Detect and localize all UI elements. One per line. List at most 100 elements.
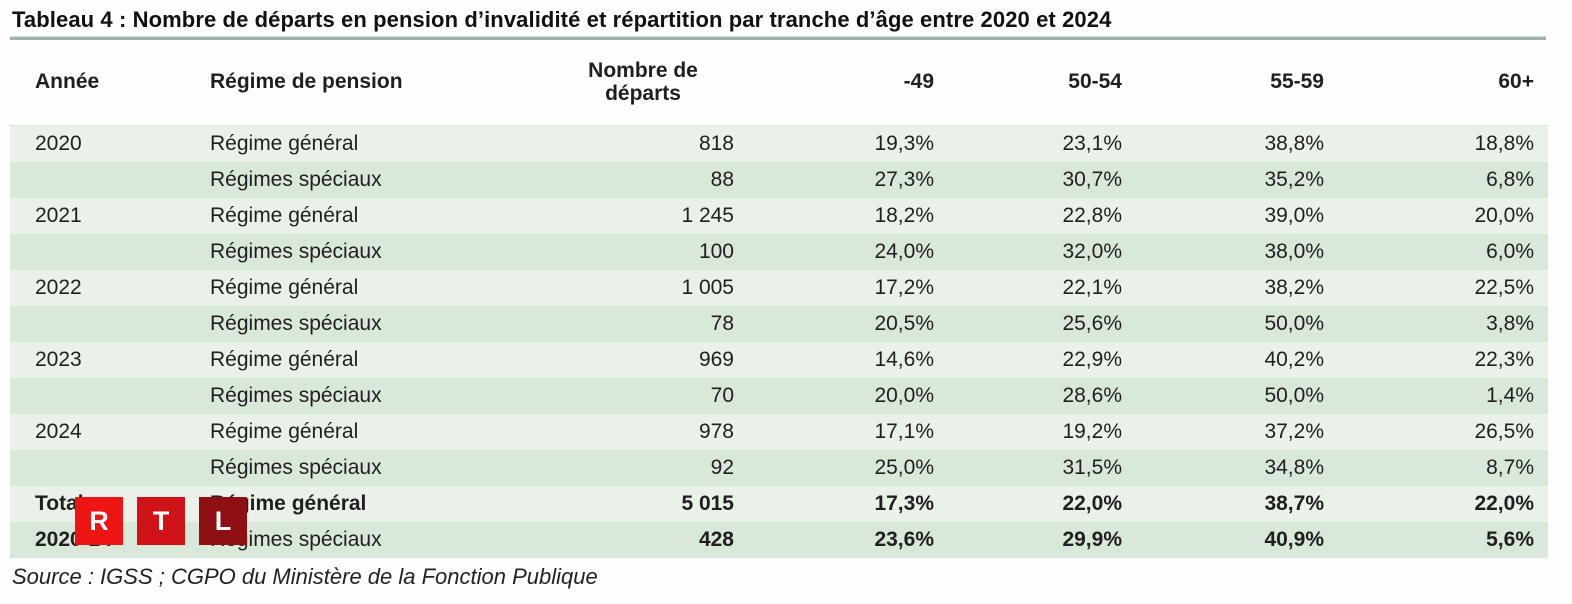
cell-pct-50-54: 19,2% — [1062, 419, 1122, 443]
cell-departs: 1 245 — [681, 203, 734, 227]
cell-pct-55-59: 34,8% — [1264, 455, 1324, 479]
cell-pct-50-54: 22,0% — [1062, 491, 1122, 515]
rtl-logo-letter-r: R — [75, 497, 123, 545]
cell-year: 2024 — [35, 419, 82, 443]
source-note: Source : IGSS ; CGPO du Ministère de la … — [12, 564, 598, 589]
cell-pct-60plus: 22,3% — [1474, 347, 1534, 371]
cell-pct-60plus: 26,5% — [1474, 419, 1534, 443]
cell-pct-49: 17,3% — [874, 491, 934, 515]
cell-pct-55-59: 38,0% — [1264, 239, 1324, 263]
column-header-age-60plus: 60+ — [1498, 70, 1534, 94]
table-row: Régimes spéciaux 92 25,0% 31,5% 34,8% 8,… — [10, 450, 1548, 486]
pension-departures-table: Année Régime de pension Nombre de départ… — [10, 40, 1548, 558]
cell-pct-55-59: 35,2% — [1264, 167, 1324, 191]
cell-year: 2023 — [35, 347, 82, 371]
cell-pct-50-54: 23,1% — [1062, 131, 1122, 155]
cell-pct-50-54: 25,6% — [1062, 311, 1122, 335]
cell-pct-60plus: 20,0% — [1474, 203, 1534, 227]
cell-departs: 88 — [710, 167, 734, 191]
cell-departs: 78 — [710, 311, 734, 335]
cell-pct-50-54: 22,9% — [1062, 347, 1122, 371]
cell-pct-60plus: 8,7% — [1486, 455, 1534, 479]
table-row: Régimes spéciaux 88 27,3% 30,7% 35,2% 6,… — [10, 162, 1548, 198]
cell-pct-49: 14,6% — [874, 347, 934, 371]
table-row: Régimes spéciaux 70 20,0% 28,6% 50,0% 1,… — [10, 378, 1548, 414]
cell-regime: Régime général — [210, 491, 367, 515]
cell-pct-55-59: 50,0% — [1264, 383, 1324, 407]
cell-departs: 978 — [698, 419, 734, 443]
cell-regime: Régime général — [210, 275, 359, 299]
cell-year: Total — [35, 491, 84, 515]
cell-departs: 969 — [698, 347, 734, 371]
cell-year: 2021 — [35, 203, 82, 227]
table-row: Régimes spéciaux 100 24,0% 32,0% 38,0% 6… — [10, 234, 1548, 270]
column-header-departs-line1: Nombre de — [588, 59, 698, 83]
cell-pct-49: 27,3% — [874, 167, 934, 191]
cell-pct-60plus: 22,0% — [1474, 491, 1534, 515]
column-header-age-50-54: 50-54 — [1068, 70, 1122, 94]
cell-departs: 100 — [698, 239, 734, 263]
cell-year: 2022 — [35, 275, 82, 299]
cell-pct-50-54: 30,7% — [1062, 167, 1122, 191]
cell-year: 2020 — [35, 131, 82, 155]
cell-pct-49: 20,0% — [874, 383, 934, 407]
cell-regime: Régimes spéciaux — [210, 383, 382, 407]
column-header-departs: Nombre de départs — [548, 60, 748, 104]
table-row: 2023 Régime général 969 14,6% 22,9% 40,2… — [10, 342, 1548, 378]
cell-regime: Régime général — [210, 419, 359, 443]
cell-pct-55-59: 38,2% — [1264, 275, 1324, 299]
cell-departs: 818 — [698, 131, 734, 155]
cell-departs: 70 — [710, 383, 734, 407]
table-title: Tableau 4 : Nombre de départs en pension… — [12, 7, 1112, 32]
cell-pct-50-54: 32,0% — [1062, 239, 1122, 263]
table-header-row: Année Régime de pension Nombre de départ… — [10, 40, 1548, 126]
cell-pct-55-59: 38,8% — [1264, 131, 1324, 155]
table-row: 2022 Régime général 1 005 17,2% 22,1% 38… — [10, 270, 1548, 306]
cell-regime: Régimes spéciaux — [210, 527, 382, 551]
column-header-departs-line2: départs — [605, 81, 681, 105]
cell-pct-49: 18,2% — [874, 203, 934, 227]
table-row: Total Régime général 5 015 17,3% 22,0% 3… — [10, 486, 1548, 522]
cell-pct-60plus: 6,0% — [1486, 239, 1534, 263]
cell-pct-55-59: 37,2% — [1264, 419, 1324, 443]
cell-pct-49: 19,3% — [874, 131, 934, 155]
table-row: 2020 Régime général 818 19,3% 23,1% 38,8… — [10, 126, 1548, 162]
table-row: 2024 Régime général 978 17,1% 19,2% 37,2… — [10, 414, 1548, 450]
cell-pct-49: 17,2% — [874, 275, 934, 299]
rtl-logo-letter-l: L — [199, 497, 247, 545]
rtl-logo-letter-t: T — [137, 497, 185, 545]
cell-pct-60plus: 18,8% — [1474, 131, 1534, 155]
cell-pct-50-54: 29,9% — [1062, 527, 1122, 551]
cell-departs: 5 015 — [681, 491, 734, 515]
cell-pct-50-54: 31,5% — [1062, 455, 1122, 479]
cell-regime: Régime général — [210, 131, 359, 155]
table-row: 2020-24 Régimes spéciaux 428 23,6% 29,9%… — [10, 522, 1548, 558]
column-header-age-49: -49 — [903, 70, 934, 94]
column-header-regime: Régime de pension — [210, 70, 403, 94]
cell-regime: Régimes spéciaux — [210, 239, 382, 263]
cell-pct-49: 20,5% — [874, 311, 934, 335]
cell-pct-49: 25,0% — [874, 455, 934, 479]
cell-regime: Régimes spéciaux — [210, 167, 382, 191]
title-rule — [10, 36, 1546, 40]
rtl-logo-watermark: R T L — [75, 497, 247, 545]
cell-pct-55-59: 39,0% — [1264, 203, 1324, 227]
cell-pct-50-54: 22,8% — [1062, 203, 1122, 227]
cell-pct-55-59: 50,0% — [1264, 311, 1324, 335]
cell-departs: 1 005 — [681, 275, 734, 299]
cell-pct-49: 23,6% — [874, 527, 934, 551]
cell-regime: Régimes spéciaux — [210, 455, 382, 479]
cell-pct-49: 24,0% — [874, 239, 934, 263]
table-row: 2021 Régime général 1 245 18,2% 22,8% 39… — [10, 198, 1548, 234]
column-header-annee: Année — [35, 70, 100, 94]
cell-pct-60plus: 1,4% — [1486, 383, 1534, 407]
cell-pct-55-59: 38,7% — [1264, 491, 1324, 515]
cell-pct-50-54: 28,6% — [1062, 383, 1122, 407]
cell-departs: 92 — [710, 455, 734, 479]
cell-regime: Régime général — [210, 203, 359, 227]
cell-pct-49: 17,1% — [874, 419, 934, 443]
cell-pct-50-54: 22,1% — [1062, 275, 1122, 299]
cell-pct-60plus: 5,6% — [1486, 527, 1534, 551]
column-header-age-55-59: 55-59 — [1270, 70, 1324, 94]
